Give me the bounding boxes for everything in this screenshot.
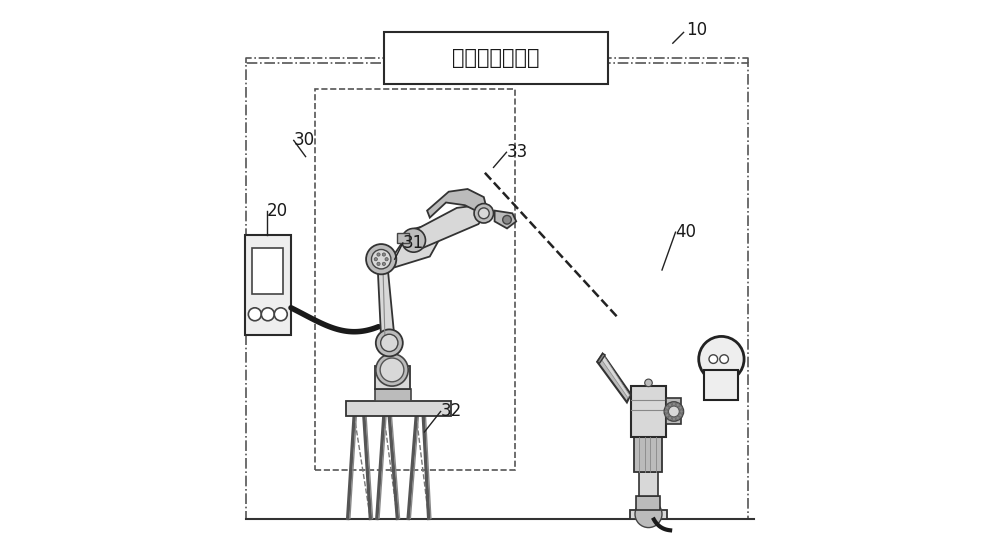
Circle shape bbox=[371, 249, 391, 269]
Circle shape bbox=[668, 416, 672, 420]
Text: 20: 20 bbox=[267, 201, 288, 220]
Bar bbox=[384, 32, 608, 84]
Circle shape bbox=[376, 354, 408, 386]
Polygon shape bbox=[600, 355, 630, 398]
Polygon shape bbox=[377, 256, 395, 340]
Bar bbox=[639, 472, 658, 496]
Circle shape bbox=[248, 308, 261, 321]
Circle shape bbox=[382, 253, 386, 256]
Polygon shape bbox=[597, 354, 605, 363]
Bar bbox=[631, 386, 666, 437]
Circle shape bbox=[676, 403, 679, 407]
Bar bbox=[375, 366, 410, 389]
Circle shape bbox=[376, 329, 403, 356]
Circle shape bbox=[668, 403, 672, 407]
Bar bbox=[630, 510, 667, 519]
Bar bbox=[246, 63, 748, 519]
Circle shape bbox=[503, 215, 511, 224]
Circle shape bbox=[382, 262, 386, 266]
Circle shape bbox=[666, 414, 669, 417]
Circle shape bbox=[676, 416, 679, 420]
Text: 10: 10 bbox=[686, 21, 707, 39]
Circle shape bbox=[474, 204, 494, 223]
Text: 40: 40 bbox=[676, 223, 696, 241]
Text: 32: 32 bbox=[441, 402, 462, 421]
Bar bbox=[634, 437, 662, 472]
Circle shape bbox=[377, 253, 380, 256]
Bar bbox=[252, 248, 283, 294]
Circle shape bbox=[709, 355, 718, 363]
Circle shape bbox=[366, 244, 396, 274]
Bar bbox=[397, 233, 409, 243]
Circle shape bbox=[635, 501, 662, 528]
Bar bbox=[245, 235, 291, 335]
Circle shape bbox=[385, 258, 388, 261]
Bar bbox=[375, 389, 411, 401]
Text: 数据处理服务器: 数据处理服务器 bbox=[452, 48, 540, 68]
Polygon shape bbox=[427, 189, 486, 218]
Circle shape bbox=[680, 410, 683, 413]
Circle shape bbox=[668, 406, 679, 417]
Text: 31: 31 bbox=[403, 234, 424, 252]
Bar bbox=[315, 89, 515, 470]
Circle shape bbox=[699, 336, 744, 382]
Bar bbox=[346, 401, 451, 416]
Circle shape bbox=[380, 358, 404, 382]
Text: 33: 33 bbox=[506, 143, 528, 161]
Circle shape bbox=[645, 379, 652, 387]
Text: 30: 30 bbox=[294, 131, 315, 150]
Circle shape bbox=[261, 308, 274, 321]
Polygon shape bbox=[495, 211, 516, 228]
Bar bbox=[666, 398, 681, 424]
Circle shape bbox=[672, 417, 676, 421]
Circle shape bbox=[720, 355, 728, 363]
Circle shape bbox=[274, 308, 287, 321]
Circle shape bbox=[664, 402, 684, 421]
Circle shape bbox=[374, 258, 377, 261]
Circle shape bbox=[679, 414, 682, 417]
Circle shape bbox=[679, 406, 682, 409]
Circle shape bbox=[666, 406, 669, 409]
Polygon shape bbox=[384, 224, 443, 270]
Polygon shape bbox=[597, 354, 631, 402]
Circle shape bbox=[381, 334, 398, 352]
Circle shape bbox=[478, 208, 489, 219]
Circle shape bbox=[377, 262, 380, 266]
Bar bbox=[704, 370, 738, 400]
Circle shape bbox=[402, 228, 425, 252]
Bar bbox=[636, 496, 660, 510]
Circle shape bbox=[665, 410, 668, 413]
Polygon shape bbox=[411, 205, 486, 250]
Circle shape bbox=[672, 402, 676, 406]
